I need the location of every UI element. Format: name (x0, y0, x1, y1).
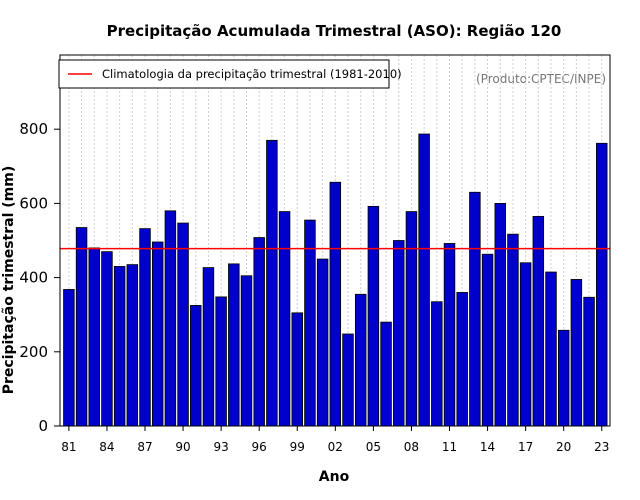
x-tick-label: 08 (404, 440, 419, 454)
x-tick-label: 17 (518, 440, 533, 454)
bar-1995 (240, 275, 253, 427)
bar-2012 (456, 292, 468, 427)
bar-2004 (354, 293, 367, 427)
bar-2014 (481, 253, 494, 427)
bar-2009 (418, 133, 430, 427)
bar-2022 (583, 296, 595, 427)
bar-2000 (304, 219, 316, 427)
bar-1990 (177, 222, 189, 427)
bar-2002 (329, 181, 342, 427)
bar-2001 (316, 258, 329, 427)
x-tick-label: 20 (556, 440, 571, 454)
bar-1986 (126, 264, 139, 427)
bar-2013 (469, 191, 481, 427)
y-tick-label: 200 (19, 343, 48, 361)
x-tick-label: 90 (175, 440, 190, 454)
bar-2003 (342, 333, 354, 427)
chart-title: Precipitação Acumulada Trimestral (ASO):… (107, 22, 562, 40)
bar-2010 (431, 301, 443, 427)
x-tick-label: 02 (328, 440, 343, 454)
bar-2023 (596, 142, 608, 427)
axes-group: 0 200 400 600 800 81 84 87 90 93 96 99 02 05 08 11 14 17 2… (19, 54, 611, 454)
bar-1985 (113, 266, 126, 427)
bar-2021 (570, 279, 583, 427)
bar-1996 (253, 237, 265, 427)
bar-2019 (545, 271, 557, 427)
bar-1984 (101, 251, 113, 427)
bar-1983 (88, 247, 100, 427)
bar-2020 (557, 329, 570, 427)
bar-2006 (380, 321, 392, 427)
legend-box (58, 59, 390, 89)
bar-2016 (507, 233, 519, 427)
bar-1989 (164, 210, 177, 427)
bar-2005 (367, 205, 380, 427)
bar-1991 (190, 305, 202, 427)
bar-1997 (266, 139, 278, 427)
bar-1994 (228, 263, 240, 427)
bar-1998 (278, 211, 291, 427)
bar-2008 (405, 211, 418, 427)
bar-2015 (494, 202, 506, 427)
bar-2011 (443, 243, 456, 427)
bar-1999 (291, 312, 303, 427)
bars-group (63, 133, 608, 427)
legend: Climatologia da precipitação trimestral … (58, 59, 402, 89)
x-tick-label: 14 (480, 440, 495, 454)
x-tick-label: 93 (213, 440, 228, 454)
bar-1981 (63, 289, 75, 427)
bar-2018 (532, 215, 545, 427)
y-tick-label: 600 (19, 194, 48, 212)
x-axis-title: Ano (319, 469, 350, 485)
x-tick-label: 84 (99, 440, 114, 454)
bar-2017 (519, 262, 532, 427)
x-tick-label: 23 (594, 440, 609, 454)
x-tick-label: 11 (442, 440, 457, 454)
bar-1982 (75, 227, 88, 427)
x-tick-label: 87 (137, 440, 152, 454)
y-tick-label: 0 (38, 417, 48, 435)
legend-label: Climatologia da precipitação trimestral … (102, 67, 402, 81)
y-tick-label: 800 (19, 120, 48, 138)
bar-1992 (202, 267, 215, 427)
credit-text: (Produto:CPTEC/INPE) (476, 72, 606, 86)
bar-2007 (393, 240, 405, 427)
y-tick-label: 400 (19, 269, 48, 287)
x-tick-label: 81 (61, 440, 76, 454)
x-tick-label: 05 (366, 440, 381, 454)
y-axis-title: Precipitação trimestral (mm) (1, 166, 17, 394)
bar-1987 (139, 228, 151, 427)
x-tick-label: 99 (290, 440, 305, 454)
x-tick-label: 96 (252, 440, 267, 454)
bar-1993 (215, 296, 227, 427)
bar-1988 (151, 241, 164, 427)
